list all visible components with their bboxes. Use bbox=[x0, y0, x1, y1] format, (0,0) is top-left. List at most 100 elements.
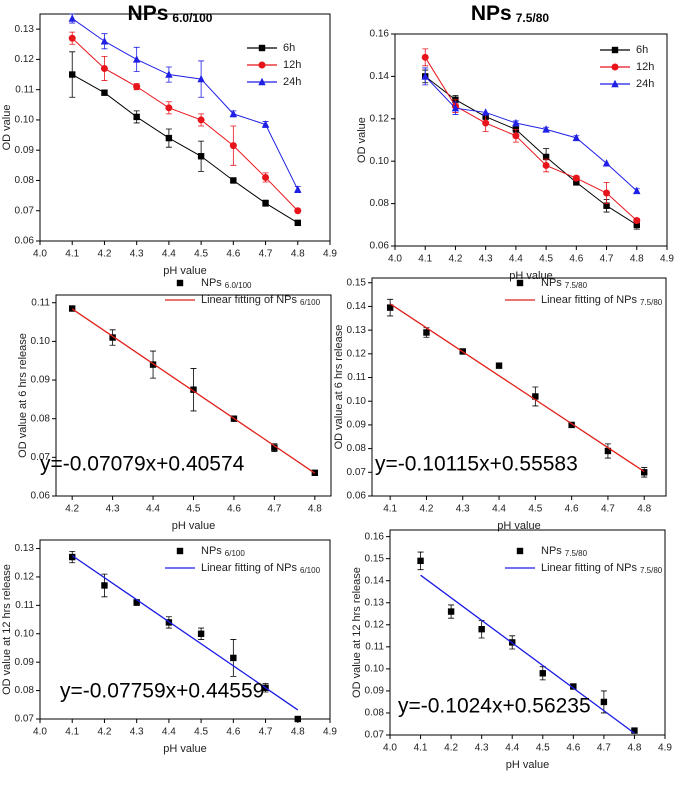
data-point bbox=[603, 189, 611, 197]
data-point bbox=[447, 608, 455, 615]
x-tick-label: 4.1 bbox=[65, 727, 79, 738]
legend-name-sub: 6/100 bbox=[300, 298, 321, 307]
data-point bbox=[294, 185, 302, 193]
data-point bbox=[495, 362, 503, 369]
chart-title: NPs 7.5/80 bbox=[471, 2, 550, 26]
legend-name: Linear fitting of NPs bbox=[541, 562, 637, 574]
legend-marker bbox=[611, 79, 619, 88]
data-point bbox=[481, 108, 490, 116]
legend-label: NPs 7.5/80 bbox=[541, 545, 588, 558]
y-tick-label: 0.08 bbox=[370, 198, 390, 209]
y-tick-label: 0.09 bbox=[347, 420, 367, 431]
y-tick-label: 0.08 bbox=[31, 413, 51, 424]
data-point bbox=[133, 113, 140, 121]
legend-marker bbox=[516, 279, 524, 287]
data-point bbox=[165, 70, 173, 78]
x-tick-label: 4.9 bbox=[658, 743, 672, 754]
data-point bbox=[633, 186, 641, 195]
data-point bbox=[101, 582, 108, 589]
data-point bbox=[197, 116, 205, 124]
y-tick-label: 0.12 bbox=[15, 572, 35, 583]
fit-equation: y=-0.07759x+0.44559 bbox=[60, 680, 264, 703]
x-tick-label: 4.1 bbox=[414, 743, 428, 754]
series-line bbox=[71, 308, 316, 474]
y-tick-label: 0.07 bbox=[15, 205, 35, 216]
y-axis-title: OD value at 6 hrs release bbox=[17, 333, 29, 458]
legend-name-sub: 7.5/80 bbox=[565, 281, 588, 290]
legend-name-sub: 6/100 bbox=[225, 549, 246, 558]
x-tick-label: 4.3 bbox=[456, 504, 470, 515]
data-point bbox=[386, 304, 394, 311]
x-axis-title: pH value bbox=[163, 743, 206, 755]
plot-frame bbox=[389, 529, 666, 736]
data-point bbox=[602, 159, 611, 167]
x-tick-label: 4.7 bbox=[600, 254, 614, 265]
legend-marker bbox=[176, 279, 184, 287]
legend-name: 6h bbox=[283, 42, 295, 54]
y-tick-label: 0.06 bbox=[31, 491, 51, 502]
y-tick-label: 0.06 bbox=[15, 236, 35, 247]
y-axis-title: OD value bbox=[356, 117, 368, 163]
legend-name: NPs bbox=[541, 545, 562, 557]
x-tick-label: 4.1 bbox=[65, 249, 79, 260]
data-point bbox=[294, 715, 301, 723]
y-tick-label: 0.11 bbox=[15, 600, 34, 611]
legend-label: NPs 7.5/80 bbox=[541, 277, 588, 290]
x-tick-label: 4.6 bbox=[226, 249, 240, 260]
y-tick-label: 0.11 bbox=[365, 641, 384, 652]
data-point bbox=[230, 654, 237, 662]
legend-label: 24h bbox=[283, 76, 301, 88]
x-tick-label: 4.8 bbox=[308, 504, 322, 515]
x-tick-label: 4.4 bbox=[505, 743, 519, 754]
data-point bbox=[69, 71, 76, 78]
plot-frame bbox=[39, 539, 331, 720]
data-point bbox=[262, 173, 270, 181]
data-point bbox=[230, 177, 237, 184]
legend-marker bbox=[258, 44, 266, 52]
data-point bbox=[542, 153, 550, 161]
y-tick-label: 0.07 bbox=[347, 467, 367, 478]
data-point bbox=[197, 630, 205, 637]
data-point bbox=[69, 553, 76, 561]
legend-marker bbox=[258, 77, 266, 86]
data-point bbox=[633, 221, 640, 228]
x-tick-label: 4.2 bbox=[444, 743, 458, 754]
y-tick-label: 0.10 bbox=[15, 628, 35, 639]
title-main: NPs bbox=[128, 2, 169, 25]
data-point bbox=[568, 421, 575, 429]
y-tick-label: 0.09 bbox=[15, 145, 35, 156]
fit-equation: y=-0.1024x+0.56235 bbox=[398, 695, 591, 718]
x-tick-label: 4.2 bbox=[448, 254, 462, 265]
data-point bbox=[512, 118, 520, 127]
y-tick-label: 0.07 bbox=[31, 452, 51, 463]
data-point bbox=[421, 72, 429, 80]
y-tick-label: 0.11 bbox=[15, 84, 34, 95]
data-point bbox=[512, 132, 520, 140]
x-tick-label: 4.5 bbox=[528, 504, 542, 515]
y-tick-label: 0.10 bbox=[365, 664, 385, 675]
data-point bbox=[294, 219, 301, 227]
x-tick-label: 4.3 bbox=[106, 504, 120, 515]
x-tick-label: 4.0 bbox=[388, 254, 402, 265]
legend-marker bbox=[516, 547, 524, 555]
data-point bbox=[572, 174, 580, 182]
legend-label: Linear fitting of NPs 7.5/80 bbox=[541, 562, 663, 575]
data-point bbox=[262, 199, 269, 207]
x-tick-label: 4.4 bbox=[162, 727, 176, 738]
y-tick-label: 0.10 bbox=[370, 156, 390, 167]
legend-name: 24h bbox=[636, 78, 654, 90]
series-line bbox=[71, 37, 299, 212]
legend-name-sub: 7.5/80 bbox=[565, 549, 588, 558]
x-tick-label: 4.4 bbox=[146, 504, 160, 515]
x-tick-label: 4.0 bbox=[383, 743, 397, 754]
data-point bbox=[165, 134, 173, 142]
plot-frame bbox=[39, 13, 331, 242]
x-axis-title: pH value bbox=[497, 520, 540, 532]
data-point bbox=[600, 698, 608, 706]
y-tick-label: 0.13 bbox=[15, 543, 35, 554]
y-tick-label: 0.09 bbox=[31, 375, 51, 386]
x-tick-label: 4.1 bbox=[418, 254, 432, 265]
data-point bbox=[633, 217, 641, 225]
legend-name: NPs bbox=[201, 277, 222, 289]
